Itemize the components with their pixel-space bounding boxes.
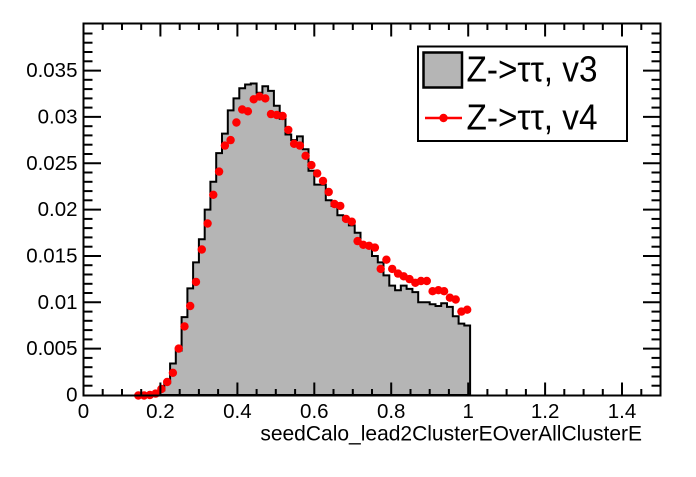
svg-text:0.6: 0.6 xyxy=(300,400,329,423)
svg-text:Z->ττ, v4: Z->ττ, v4 xyxy=(467,97,598,138)
svg-text:Z->ττ, v3: Z->ττ, v3 xyxy=(467,49,598,90)
svg-text:0.005: 0.005 xyxy=(26,337,77,360)
svg-text:1.2: 1.2 xyxy=(531,400,560,423)
svg-text:1: 1 xyxy=(462,400,473,423)
svg-text:0.015: 0.015 xyxy=(26,245,77,268)
svg-text:0.035: 0.035 xyxy=(26,59,77,82)
svg-text:0: 0 xyxy=(66,384,77,407)
svg-text:0.4: 0.4 xyxy=(223,400,252,423)
svg-text:seedCalo_lead2ClusterEOverAllC: seedCalo_lead2ClusterEOverAllClusterE xyxy=(260,423,642,446)
svg-text:1.4: 1.4 xyxy=(608,400,637,423)
svg-text:0.02: 0.02 xyxy=(38,198,78,221)
svg-text:0.03: 0.03 xyxy=(38,105,78,128)
svg-text:0: 0 xyxy=(78,400,89,423)
svg-text:0.025: 0.025 xyxy=(26,152,77,175)
svg-text:0.2: 0.2 xyxy=(146,400,175,423)
svg-text:0.01: 0.01 xyxy=(38,291,78,314)
svg-text:0.8: 0.8 xyxy=(377,400,406,423)
